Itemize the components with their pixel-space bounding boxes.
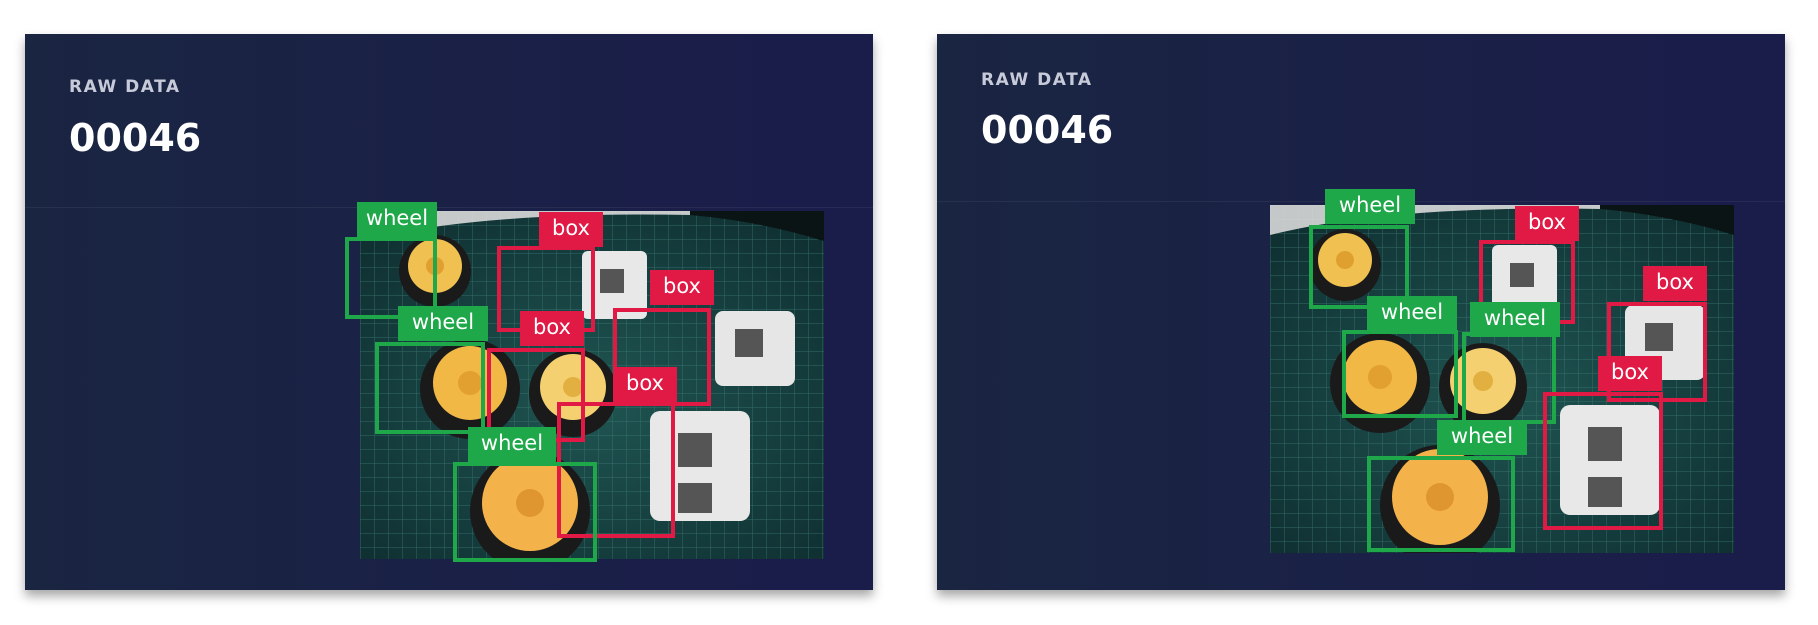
detection-box-wheel <box>1309 225 1409 309</box>
cube-object <box>1560 405 1660 515</box>
detection-label-wheel: wheel <box>398 306 488 341</box>
detection-box-wheel <box>1367 456 1515 552</box>
wheel-object <box>1380 445 1500 553</box>
wheel-object <box>1309 229 1381 301</box>
cube-object <box>582 251 647 319</box>
raw-data-panel-right: RAW DATA 00046 <box>937 34 1785 590</box>
detection-label-wheel: wheel <box>1325 189 1415 224</box>
detection-label-wheel: wheel <box>1437 420 1527 455</box>
divider <box>25 207 873 208</box>
panel-eyebrow: RAW DATA <box>69 77 181 97</box>
frame-counter: 00046 <box>981 108 1114 152</box>
raw-data-panel-left: RAW DATA 00046 <box>25 34 873 590</box>
detection-box-wheel <box>1342 330 1458 418</box>
detection-label-box: box <box>1598 356 1662 391</box>
detection-label-box: box <box>539 212 603 247</box>
detection-box-box <box>1607 302 1707 402</box>
cube-object <box>1492 245 1557 313</box>
detection-box-wheel <box>453 462 597 562</box>
detection-box-box <box>557 402 675 538</box>
frame-counter: 00046 <box>69 116 202 160</box>
detection-box-box <box>1543 392 1663 530</box>
detection-label-box: box <box>520 311 584 346</box>
detection-label-box: box <box>1643 266 1707 301</box>
camera-image <box>360 211 824 559</box>
detection-label-wheel: wheel <box>1470 302 1560 337</box>
panel-eyebrow: RAW DATA <box>981 70 1093 90</box>
detection-label-box: box <box>650 270 714 305</box>
wheel-object <box>1330 333 1430 433</box>
detection-label-wheel: wheel <box>357 202 437 237</box>
cube-object <box>650 411 750 521</box>
detection-box-wheel <box>375 342 485 434</box>
detection-label-wheel: wheel <box>468 427 556 462</box>
detection-box-wheel <box>1462 332 1556 424</box>
wheel-object <box>1439 343 1527 431</box>
detection-label-wheel: wheel <box>1367 296 1457 331</box>
detection-label-box: box <box>1515 206 1579 241</box>
detection-label-box: box <box>613 367 677 402</box>
detection-box-wheel <box>345 237 437 319</box>
cube-object <box>715 311 795 386</box>
